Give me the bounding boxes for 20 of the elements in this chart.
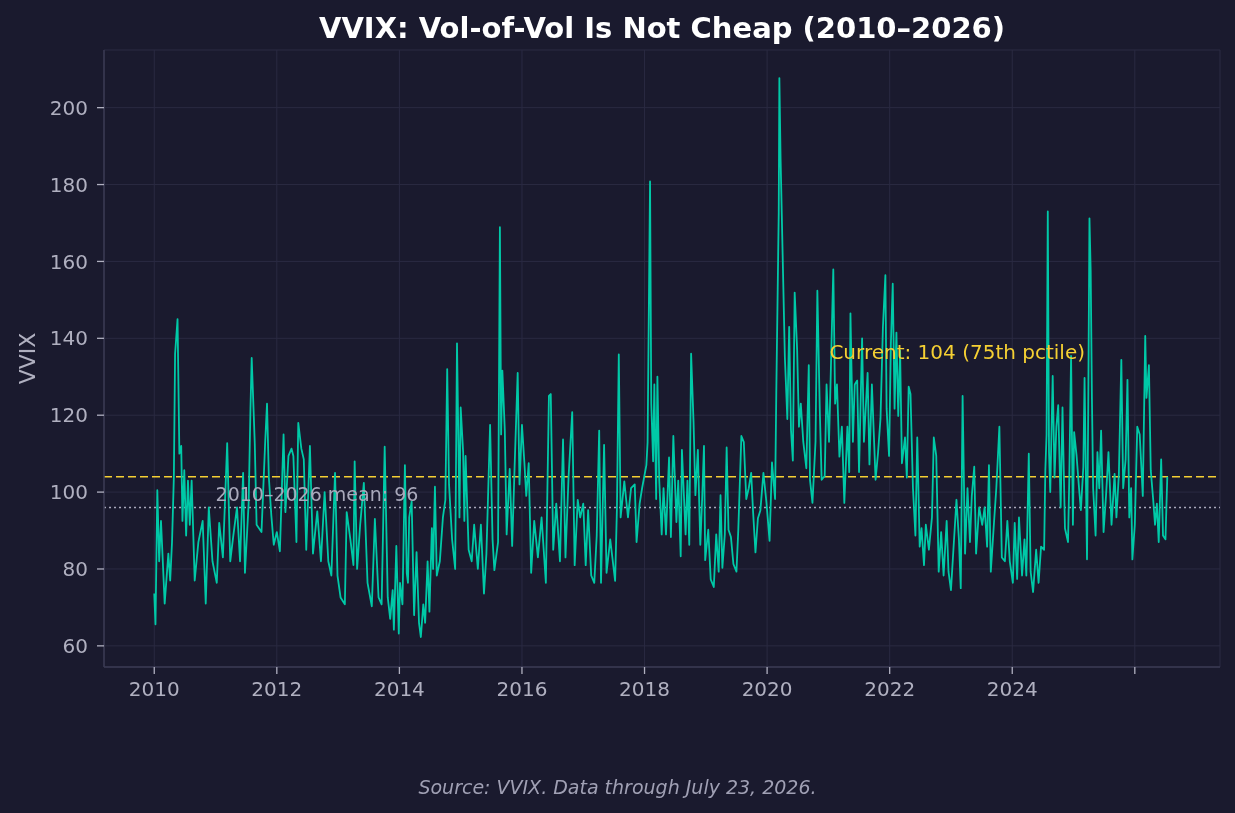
y-tick-label: 200 xyxy=(49,95,88,120)
y-tick-label: 160 xyxy=(49,249,88,274)
x-tick-label: 2024 xyxy=(986,677,1038,702)
y-tick-label: 120 xyxy=(49,403,88,428)
x-tick-label: 2016 xyxy=(496,677,548,702)
x-tick-label: 2022 xyxy=(864,677,916,702)
y-tick-label: 140 xyxy=(49,326,88,351)
y-tick-label: 80 xyxy=(62,557,88,582)
source-note: Source: VVIX. Data through July 23, 2026. xyxy=(417,775,818,799)
y-tick-label: 100 xyxy=(49,480,88,505)
y-tick-label: 180 xyxy=(49,172,88,197)
x-tick-label: 2020 xyxy=(741,677,793,702)
x-tick-label: 2018 xyxy=(619,677,670,702)
chart-title: VVIX: Vol-of-Vol Is Not Cheap (2010–2026) xyxy=(318,11,1006,45)
x-tick-label: 2014 xyxy=(373,677,425,702)
y-tick-label: 60 xyxy=(62,633,88,658)
x-tick-label: 2012 xyxy=(251,677,303,702)
y-axis-title: VVIX xyxy=(14,332,40,385)
line-series xyxy=(153,77,1169,638)
x-tick-label: 2010 xyxy=(128,677,180,702)
